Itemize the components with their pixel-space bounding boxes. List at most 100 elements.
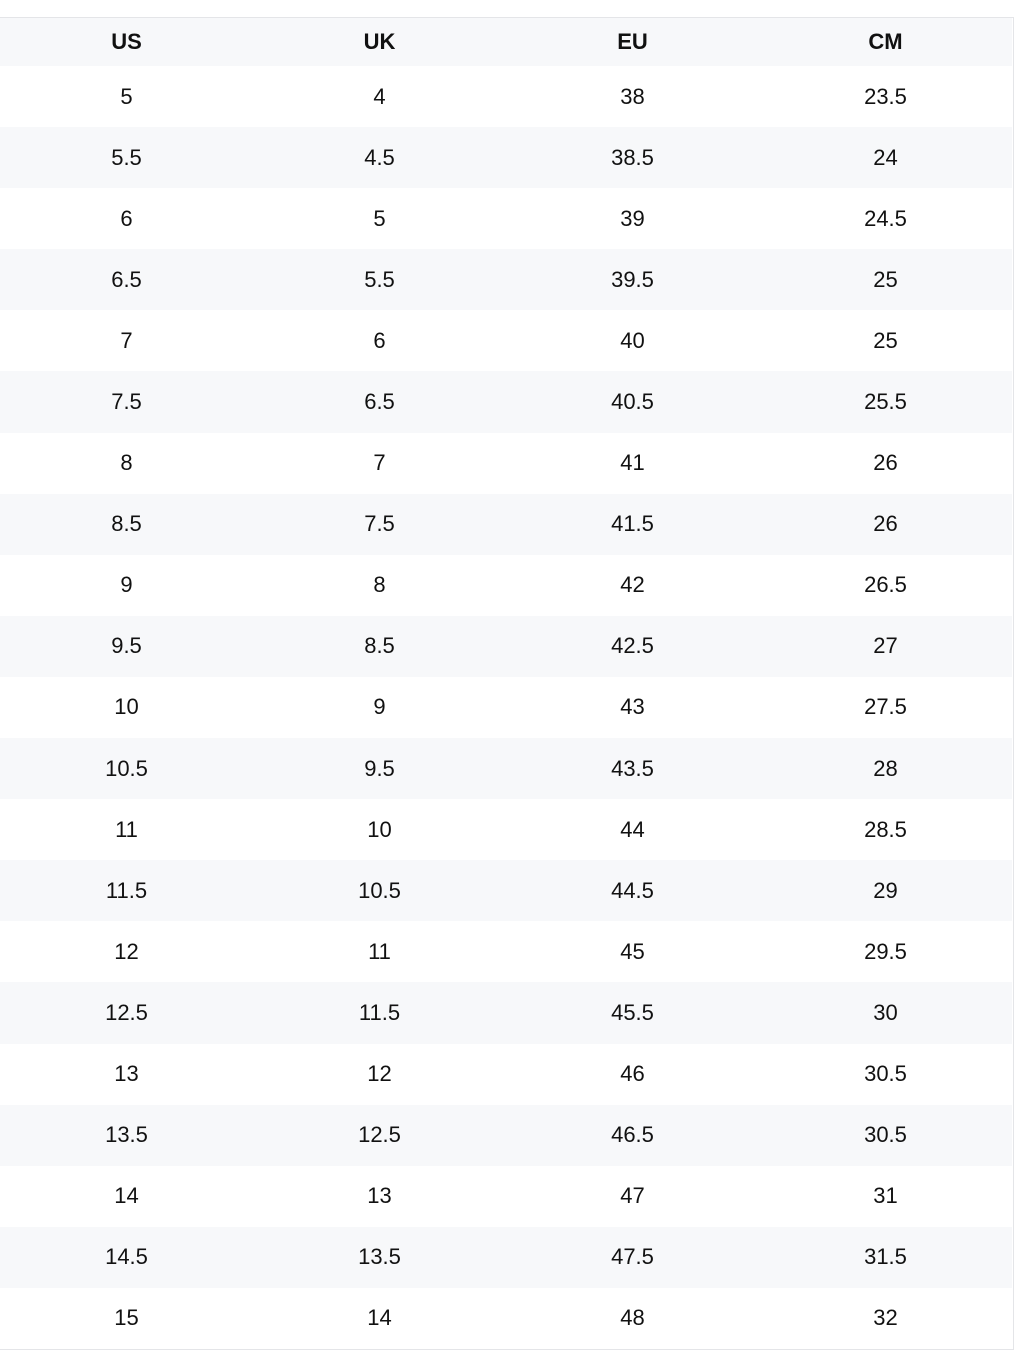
cell-us: 12.5	[0, 982, 253, 1044]
cell-uk: 4.5	[253, 127, 506, 189]
cell-uk: 5.5	[253, 249, 506, 311]
cell-cm: 26	[873, 450, 898, 476]
table-row: 14.5 13.5 47.5 31.5	[0, 1226, 1012, 1288]
size-chart-table: US UK EU CM 5 4 38 23.5 5.5 4.5 38.5 24 6 5 39 24.5…	[0, 18, 1012, 1349]
cell-eu: 40.5	[506, 371, 759, 433]
cell-eu: 38	[620, 83, 645, 109]
cell-eu: 39	[620, 205, 645, 231]
cell-us: 6.5	[0, 249, 253, 311]
table-row: 7 6 40 25	[0, 310, 1012, 371]
cell-uk: 10.5	[253, 860, 506, 922]
cell-us: 8	[120, 450, 133, 476]
table-row: 12 11 45 29.5	[0, 921, 1012, 982]
cell-eu: 45.5	[506, 982, 759, 1044]
cell-uk: 12	[367, 1061, 392, 1087]
table-row: 8.5 7.5 41.5 26	[0, 493, 1012, 555]
header-cm: CM	[759, 18, 1012, 66]
table-row: 7.5 6.5 40.5 25.5	[0, 371, 1012, 433]
table-row: 11 10 44 28.5	[0, 799, 1012, 860]
table-row: 5.5 4.5 38.5 24	[0, 127, 1012, 189]
cell-uk: 8.5	[253, 615, 506, 677]
cell-cm: 26.5	[864, 572, 907, 598]
cell-cm: 27.5	[864, 694, 907, 720]
cell-cm: 30.5	[864, 1061, 907, 1087]
table-row: 6 5 39 24.5	[0, 188, 1012, 249]
header-row: US UK EU CM	[0, 18, 1012, 66]
cell-us: 13.5	[0, 1104, 253, 1166]
cell-us: 5	[120, 83, 133, 109]
cell-us: 11	[115, 816, 138, 842]
table-body: 5 4 38 23.5 5.5 4.5 38.5 24 6 5 39 24.5 6.5 5.5 39.5 25…	[0, 66, 1012, 1349]
cell-uk: 13.5	[253, 1226, 506, 1288]
cell-eu: 45	[620, 938, 645, 964]
cell-us: 9	[120, 572, 133, 598]
table-row: 11.5 10.5 44.5 29	[0, 860, 1012, 922]
table-row: 10 9 43 27.5	[0, 677, 1012, 738]
cell-eu: 46.5	[506, 1104, 759, 1166]
cell-us: 15	[114, 1305, 139, 1331]
table-row: 8 7 41 26	[0, 433, 1012, 494]
cell-cm: 25.5	[759, 371, 1012, 433]
cell-eu: 40	[620, 327, 645, 353]
cell-us: 14	[114, 1183, 139, 1209]
cell-cm: 28	[759, 738, 1012, 800]
cell-us: 7	[120, 327, 133, 353]
table-row: 9 8 42 26.5	[0, 555, 1012, 616]
cell-us: 11.5	[0, 860, 253, 922]
cell-us: 14.5	[0, 1226, 253, 1288]
cell-eu: 43	[620, 694, 645, 720]
table-row: 14 13 47 31	[0, 1166, 1012, 1227]
cell-eu: 42	[620, 572, 645, 598]
cell-cm: 23.5	[864, 83, 907, 109]
cell-cm: 27	[759, 615, 1012, 677]
cell-cm: 31	[873, 1183, 898, 1209]
size-chart-container: US UK EU CM 5 4 38 23.5 5.5 4.5 38.5 24 6 5 39 24.5…	[0, 17, 1014, 1350]
cell-uk: 10	[367, 816, 392, 842]
cell-eu: 42.5	[506, 615, 759, 677]
cell-us: 13	[114, 1061, 139, 1087]
cell-cm: 25	[873, 327, 898, 353]
header-uk: UK	[253, 18, 506, 66]
cell-cm: 29.5	[864, 938, 907, 964]
cell-uk: 7.5	[253, 493, 506, 555]
cell-uk: 9	[373, 694, 386, 720]
cell-cm: 31.5	[759, 1226, 1012, 1288]
cell-uk: 11.5	[253, 982, 506, 1044]
table-row: 10.5 9.5 43.5 28	[0, 738, 1012, 800]
cell-uk: 6.5	[253, 371, 506, 433]
cell-us: 10	[114, 694, 139, 720]
cell-eu: 41	[620, 450, 645, 476]
cell-uk: 7	[373, 450, 386, 476]
cell-cm: 32	[873, 1305, 898, 1331]
table-row: 13 12 46 30.5	[0, 1044, 1012, 1105]
cell-uk: 12.5	[253, 1104, 506, 1166]
cell-cm: 25	[759, 249, 1012, 311]
cell-us: 9.5	[0, 615, 253, 677]
table-row: 9.5 8.5 42.5 27	[0, 615, 1012, 677]
cell-cm: 24	[759, 127, 1012, 189]
cell-eu: 44.5	[506, 860, 759, 922]
cell-uk: 5	[373, 205, 386, 231]
cell-uk: 9.5	[253, 738, 506, 800]
table-row: 5 4 38 23.5	[0, 66, 1012, 127]
cell-uk: 13	[367, 1183, 392, 1209]
cell-uk: 8	[373, 572, 386, 598]
cell-cm: 30.5	[759, 1104, 1012, 1166]
cell-eu: 41.5	[506, 493, 759, 555]
cell-us: 12	[114, 938, 139, 964]
cell-eu: 39.5	[506, 249, 759, 311]
table-row: 13.5 12.5 46.5 30.5	[0, 1104, 1012, 1166]
header-eu: EU	[506, 18, 759, 66]
cell-eu: 38.5	[506, 127, 759, 189]
cell-us: 6	[120, 205, 133, 231]
cell-eu: 47	[620, 1183, 645, 1209]
cell-eu: 46	[620, 1061, 645, 1087]
cell-eu: 43.5	[506, 738, 759, 800]
table-row: 6.5 5.5 39.5 25	[0, 249, 1012, 311]
cell-uk: 6	[373, 327, 386, 353]
cell-cm: 30	[759, 982, 1012, 1044]
table-row: 15 14 48 32	[0, 1288, 1012, 1349]
cell-eu: 48	[620, 1305, 645, 1331]
header-us: US	[0, 18, 253, 66]
cell-eu: 47.5	[506, 1226, 759, 1288]
